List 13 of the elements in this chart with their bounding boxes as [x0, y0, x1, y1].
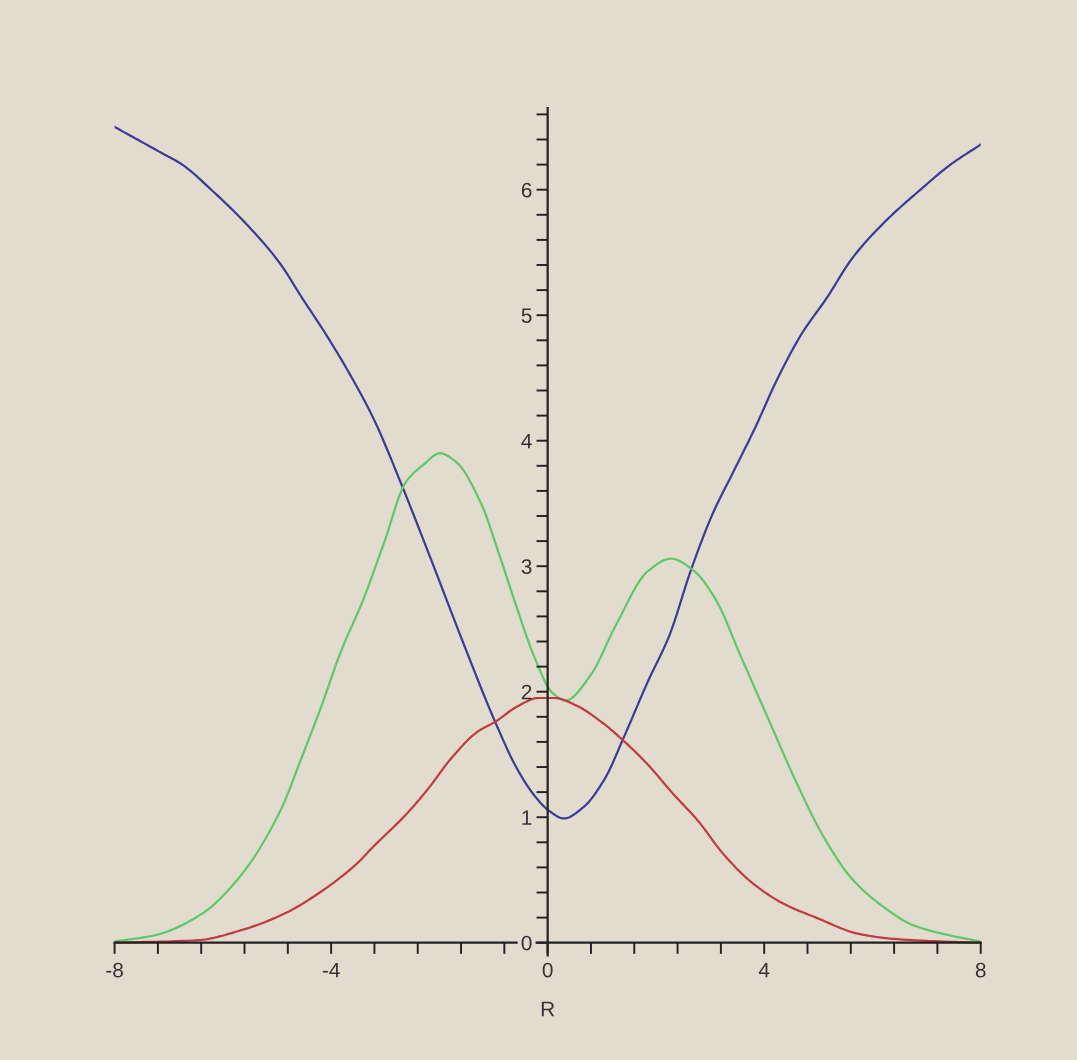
y-tick-label: 5	[521, 308, 532, 323]
x-axis-title: R	[541, 1001, 555, 1017]
y-tick-label: 1	[522, 810, 532, 825]
x-tick-label: 0	[542, 962, 553, 978]
y-tick-label: 2	[521, 684, 532, 700]
y-tick-label: 6	[521, 182, 532, 198]
x-tick-label: 8	[975, 962, 986, 978]
y-tick-label: 0	[521, 935, 532, 951]
x-tick-label: -8	[106, 962, 123, 978]
y-tick-label: 4	[521, 433, 532, 449]
y-tick-label: 3	[521, 559, 532, 574]
x-tick-label: 4	[758, 962, 770, 978]
x-tick-label: -4	[322, 962, 340, 978]
